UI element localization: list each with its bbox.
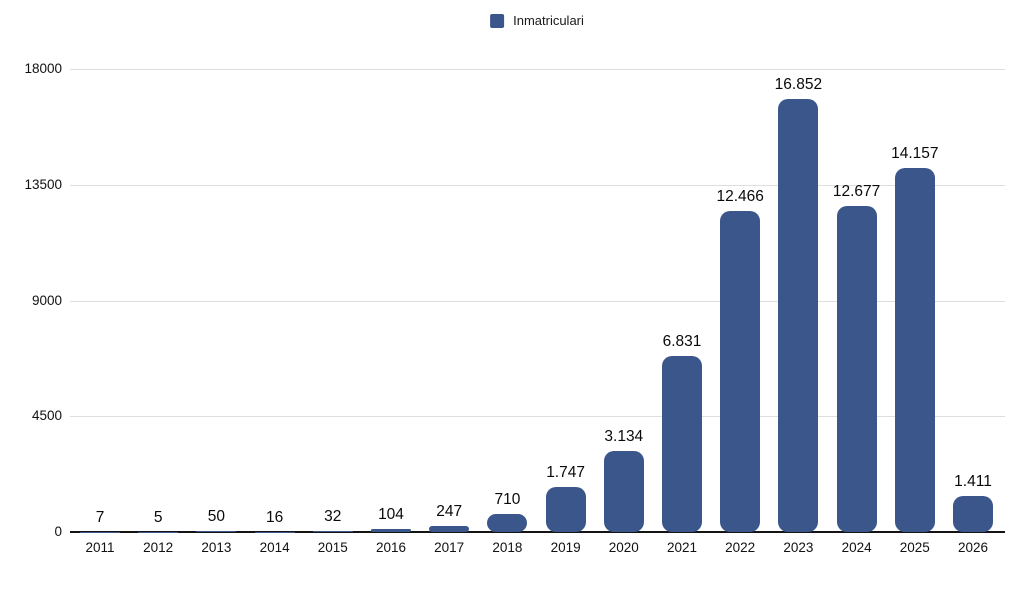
bar-2019 [545, 487, 586, 532]
bar-2017 [429, 525, 470, 532]
x-tick-label: 2016 [375, 540, 407, 555]
legend: Inmatriculari [490, 13, 584, 28]
bar-value-label: 12.466 [716, 188, 764, 206]
bar-value-label: 5 [153, 508, 163, 526]
bar-2013 [196, 530, 237, 532]
y-tick-label: 9000 [31, 292, 62, 308]
x-axis-baseline [70, 531, 1005, 533]
x-tick-label: 2018 [492, 540, 523, 555]
x-tick-label: 2014 [259, 540, 290, 555]
bar-value-label: 6.831 [662, 333, 702, 351]
bar-value-label: 3.134 [604, 428, 644, 446]
bar-value-label: 1.411 [954, 472, 992, 490]
bar-value-label: 32 [324, 508, 342, 526]
x-tick-label: 2023 [783, 540, 814, 555]
x-tick-label: 2019 [550, 540, 581, 555]
bar-2025 [894, 167, 935, 532]
gridline [70, 300, 1005, 302]
bar-value-label: 247 [436, 502, 463, 520]
bar-value-label: 7 [95, 508, 105, 526]
bar-2020 [603, 451, 644, 532]
bar-value-label: 710 [494, 490, 521, 508]
y-tick-label: 0 [54, 524, 62, 539]
x-tick-label: 2017 [434, 540, 465, 555]
bar-value-label: 104 [378, 506, 404, 524]
bar-2026 [953, 495, 993, 532]
x-tick-label: 2020 [608, 540, 639, 555]
bar-2021 [662, 356, 702, 532]
bar-2018 [487, 513, 528, 532]
x-tick-label: 2013 [201, 540, 232, 555]
x-tick-label: 2015 [317, 540, 348, 555]
gridline [70, 69, 1005, 70]
bar-2016 [371, 529, 411, 532]
bar-2015 [312, 531, 353, 532]
bar-value-label: 12.677 [832, 182, 881, 200]
x-tick-label: 2024 [841, 540, 872, 555]
y-tick-label: 4500 [31, 408, 62, 424]
gridline [70, 184, 1005, 186]
x-tick-label: 2025 [899, 540, 930, 555]
y-tick-label: 13500 [24, 176, 62, 192]
legend-swatch-icon [490, 13, 505, 28]
x-tick-label: 2012 [143, 540, 174, 555]
bar-value-label: 16 [265, 508, 284, 526]
x-tick-label: 2021 [666, 540, 698, 555]
y-tick-label: 18000 [24, 61, 62, 76]
bar-2023 [778, 98, 819, 532]
bar-value-label: 1.747 [546, 464, 585, 482]
bar-value-label: 50 [207, 507, 226, 525]
bar-value-label: 14.157 [891, 144, 939, 162]
legend-label: Inmatriculari [513, 13, 584, 28]
x-tick-label: 2011 [85, 540, 115, 555]
x-tick-label: 2022 [725, 540, 756, 555]
bar-2024 [836, 205, 877, 532]
gridline [70, 416, 1005, 418]
x-tick-label: 2026 [957, 540, 989, 555]
bar-2022 [720, 211, 761, 532]
bar-value-label: 16.852 [774, 75, 823, 93]
